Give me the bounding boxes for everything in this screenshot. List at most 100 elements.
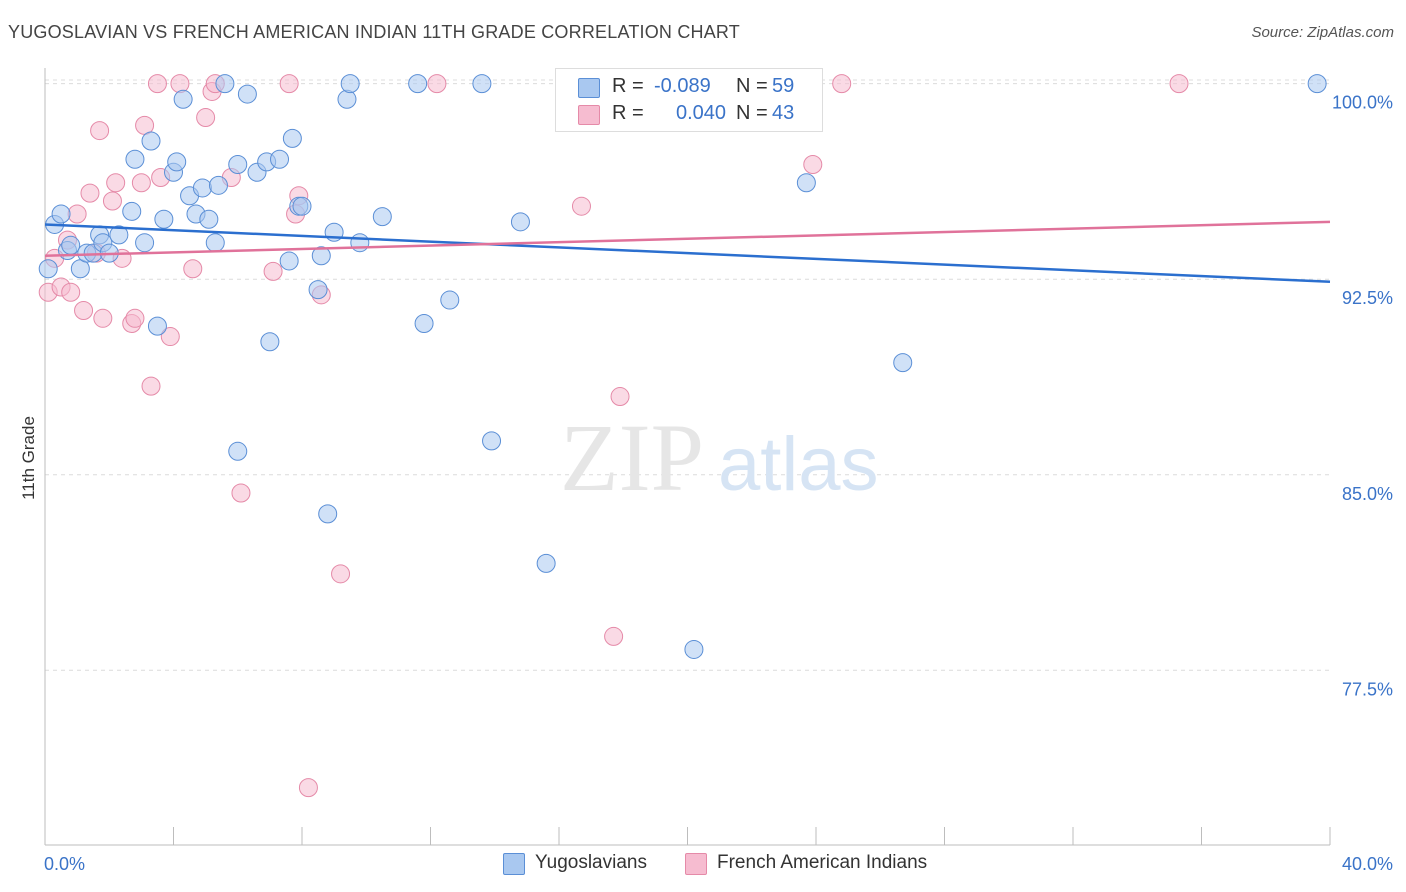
y-tick-labels: 77.5% 85.0% 92.5% 100.0% xyxy=(1332,93,1393,700)
point-yugoslavian xyxy=(154,209,174,229)
watermark: ZIP atlas xyxy=(560,404,879,511)
point-yugoslavian xyxy=(279,251,299,271)
point-yugoslavian xyxy=(208,175,228,195)
source-credit: Source: ZipAtlas.com xyxy=(1251,24,1394,41)
point-yugoslavian xyxy=(122,201,142,221)
point-yugoslavian xyxy=(192,178,212,198)
point-yugoslavian xyxy=(61,235,81,255)
point-yugoslavian xyxy=(1307,74,1327,94)
point-french-american-indian xyxy=(170,74,190,94)
x-tick-label-max: 40.0% xyxy=(1342,854,1393,874)
bottom-legend-label: French American Indians xyxy=(717,852,928,873)
series-french-american-indians xyxy=(38,74,1189,798)
point-yugoslavian xyxy=(318,504,338,524)
chart-title: YUGOSLAVIAN VS FRENCH AMERICAN INDIAN 11… xyxy=(8,22,740,42)
legend-r-value: -0.089 xyxy=(654,75,711,97)
point-french-american-indian xyxy=(106,173,126,193)
correlation-legend: R = -0.089 N = 59 R = 0.040 N = 43 xyxy=(555,68,823,132)
watermark-zip: ZIP xyxy=(560,404,704,511)
point-french-american-indian xyxy=(803,154,823,174)
bottom-legend-swatch-blue xyxy=(503,853,525,875)
point-yugoslavian xyxy=(260,332,280,352)
point-french-american-indian xyxy=(832,74,852,94)
point-french-american-indian xyxy=(102,191,122,211)
point-yugoslavian xyxy=(173,89,193,109)
point-yugoslavian xyxy=(414,314,434,334)
y-tick-label: 92.5% xyxy=(1342,288,1393,308)
point-french-american-indian xyxy=(571,196,591,216)
point-french-american-indian xyxy=(1169,74,1189,94)
legend-n-label: N = xyxy=(736,75,768,97)
point-yugoslavian xyxy=(893,353,913,373)
point-yugoslavian xyxy=(167,152,187,172)
bottom-legend-label: Yugoslavians xyxy=(535,852,647,873)
trend-lines xyxy=(44,220,1331,284)
x-tick-label-min: 0.0% xyxy=(44,854,85,874)
point-yugoslavian xyxy=(282,128,302,148)
point-french-american-indian xyxy=(141,376,161,396)
point-yugoslavian xyxy=(141,131,161,151)
point-yugoslavian xyxy=(472,74,492,94)
point-yugoslavian xyxy=(372,207,392,227)
y-tick-label: 100.0% xyxy=(1332,93,1393,113)
point-french-american-indian xyxy=(125,308,145,328)
point-yugoslavian xyxy=(482,431,502,451)
point-yugoslavian xyxy=(237,84,257,104)
point-yugoslavian xyxy=(337,89,357,109)
legend-n-value: 59 xyxy=(772,75,795,97)
point-french-american-indian xyxy=(61,282,81,302)
y-tick-label: 77.5% xyxy=(1342,679,1393,699)
point-yugoslavian xyxy=(340,74,360,94)
trend-line-french-american-indians xyxy=(44,220,1331,257)
point-french-american-indian xyxy=(263,261,283,281)
point-french-american-indian xyxy=(331,564,351,584)
legend-swatch-pink xyxy=(578,105,600,125)
point-yugoslavian xyxy=(408,74,428,94)
point-yugoslavian xyxy=(270,149,290,169)
point-french-american-indian xyxy=(67,204,87,224)
y-axis-label: 11th Grade xyxy=(19,416,38,500)
point-french-american-indian xyxy=(147,74,167,94)
point-yugoslavian xyxy=(228,441,248,461)
point-french-american-indian xyxy=(427,74,447,94)
point-french-american-indian xyxy=(196,108,216,128)
point-french-american-indian xyxy=(610,387,630,407)
point-french-american-indian xyxy=(604,626,624,646)
legend-swatch-blue xyxy=(578,78,600,98)
point-french-american-indian xyxy=(279,74,299,94)
bottom-legend-swatch-pink xyxy=(685,853,707,875)
point-yugoslavian xyxy=(228,154,248,174)
point-french-american-indian xyxy=(90,121,110,141)
series-yugoslavians xyxy=(38,74,1327,659)
legend-r-value: 0.040 xyxy=(676,102,727,124)
point-yugoslavian xyxy=(510,212,530,232)
point-yugoslavian xyxy=(205,233,225,253)
x-ticks xyxy=(44,827,1331,845)
point-yugoslavian xyxy=(147,316,167,336)
legend-r-label: R = xyxy=(612,102,644,124)
watermark-atlas: atlas xyxy=(718,422,879,507)
point-french-american-indian xyxy=(298,778,318,798)
point-yugoslavian xyxy=(215,74,235,94)
point-yugoslavian xyxy=(135,233,155,253)
legend-n-value: 43 xyxy=(772,102,795,124)
trend-line-yugoslavians xyxy=(44,223,1331,284)
point-yugoslavian xyxy=(440,290,460,310)
point-yugoslavian xyxy=(350,233,370,253)
point-french-american-indian xyxy=(183,259,203,279)
point-yugoslavian xyxy=(311,246,331,266)
point-yugoslavian xyxy=(51,204,71,224)
point-french-american-indian xyxy=(160,327,180,347)
point-yugoslavian xyxy=(684,639,704,659)
point-yugoslavian xyxy=(796,173,816,193)
point-yugoslavian xyxy=(536,553,556,573)
point-yugoslavian xyxy=(292,196,312,216)
point-yugoslavian xyxy=(125,149,145,169)
point-yugoslavian xyxy=(199,209,219,229)
legend-r-label: R = xyxy=(612,75,644,97)
point-french-american-indian xyxy=(131,173,151,193)
point-french-american-indian xyxy=(231,483,251,503)
point-french-american-indian xyxy=(80,183,100,203)
point-yugoslavian xyxy=(308,280,328,300)
